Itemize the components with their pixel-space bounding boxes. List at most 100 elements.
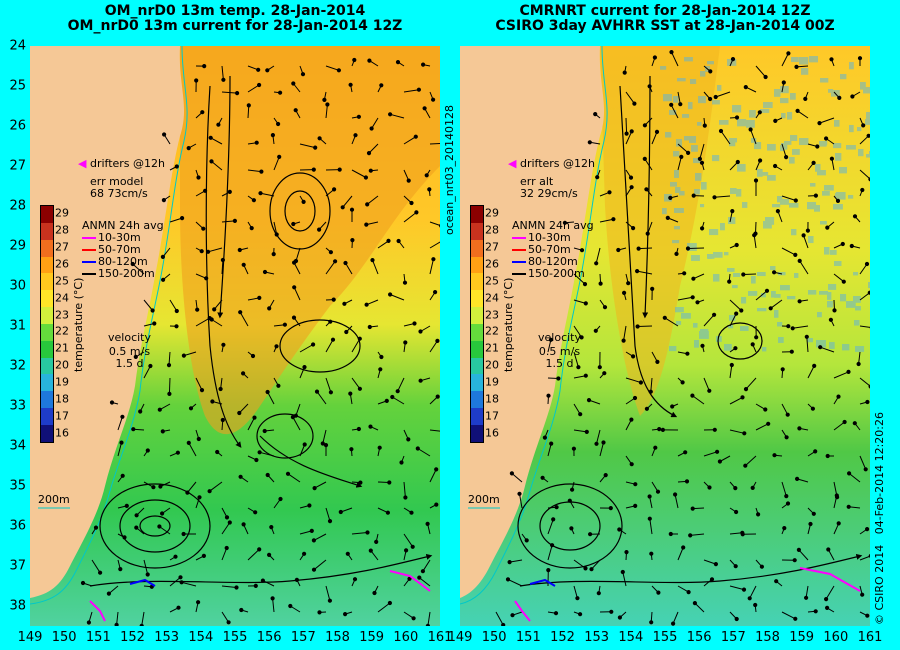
cloud-pixel	[694, 189, 700, 195]
velocity-vector-head	[801, 233, 806, 238]
longitude-tick-label: 152	[550, 630, 575, 645]
left-map-panel	[30, 46, 440, 626]
velocity-vector	[429, 429, 440, 432]
velocity-vector-head	[157, 524, 162, 529]
velocity-vector-head	[803, 96, 808, 102]
colorbar-tick-label: 27	[485, 240, 499, 254]
anmn-title: ANMN 24h avg	[82, 219, 164, 232]
left-contour-label: 200m	[38, 493, 70, 506]
velocity-vector-head	[509, 471, 515, 476]
colorbar-segment	[41, 424, 53, 442]
velocity-vector-head	[267, 306, 272, 311]
velocity-vector-head	[176, 605, 181, 610]
velocity-vector-head	[276, 121, 281, 127]
velocity-vector	[573, 325, 583, 338]
cloud-pixel	[771, 291, 776, 298]
cloud-pixel	[719, 120, 729, 125]
velocity-vector-head	[622, 70, 627, 75]
velocity-vector-head	[813, 193, 818, 198]
velocity-vector-head	[616, 247, 621, 253]
cloud-pixel	[767, 175, 776, 181]
velocity-vector-head	[756, 512, 761, 517]
velocity-vector	[273, 156, 280, 171]
velocity-vector-head	[274, 344, 279, 349]
colorbar-tick-label: 25	[485, 274, 499, 288]
velocity-vector-head	[418, 329, 423, 334]
velocity-vector-head	[425, 521, 430, 526]
velocity-vector-head	[348, 82, 353, 87]
velocity-vector	[207, 247, 223, 253]
velocity-vector-head	[712, 427, 717, 432]
velocity-vector-head	[434, 467, 439, 472]
cloud-pixel	[820, 78, 829, 83]
cloud-pixel	[762, 347, 767, 352]
velocity-speed: 0.5 m/s	[108, 345, 151, 358]
longitude-tick-label: 153	[154, 630, 180, 645]
velocity-vector-head	[396, 238, 401, 244]
velocity-vector	[798, 549, 809, 561]
velocity-vector-head	[131, 427, 136, 432]
cloud-pixel	[720, 223, 725, 231]
cloud-pixel	[737, 164, 746, 172]
velocity-vector-head	[763, 74, 768, 80]
velocity-vector	[239, 311, 249, 327]
velocity-vector-head	[571, 446, 577, 451]
longitude-tick-label: 150	[51, 630, 77, 645]
cloud-pixel	[853, 296, 861, 303]
velocity-vector	[366, 195, 379, 205]
velocity-vector-head	[811, 511, 816, 516]
drifter-track	[529, 578, 556, 587]
velocity-vector	[389, 113, 405, 119]
velocity-vector-head	[825, 453, 830, 459]
velocity-vector-head	[338, 509, 343, 515]
colorbar-segment	[471, 206, 483, 223]
velocity-vector-head	[702, 123, 707, 128]
velocity-vector-head	[700, 226, 705, 231]
latitude-tick-label: 34	[9, 438, 26, 454]
velocity-vector-head	[797, 426, 802, 431]
velocity-vector-head	[617, 615, 622, 620]
velocity-vector-head	[416, 87, 421, 92]
velocity-vector-head	[793, 252, 798, 257]
velocity-vector	[749, 585, 757, 599]
velocity-vector-head	[546, 568, 551, 573]
velocity-vector-head	[622, 290, 627, 295]
velocity-vector	[547, 443, 552, 457]
cloud-pixel	[676, 321, 682, 325]
credit-text: © CSIRO 2014	[873, 544, 886, 625]
velocity-vector-head	[349, 447, 354, 452]
cloud-pixel	[790, 135, 798, 141]
velocity-vector	[803, 235, 809, 249]
velocity-vector-head	[794, 64, 799, 69]
velocity-vector-head	[684, 479, 690, 484]
velocity-vector-head	[594, 261, 599, 266]
cloud-pixel	[841, 167, 846, 171]
velocity-vector	[351, 169, 367, 178]
colorbar-segment	[471, 374, 483, 392]
colorbar-tick-label: 28	[55, 223, 69, 237]
velocity-vector-head	[860, 592, 865, 597]
velocity-vector-head	[631, 226, 636, 231]
velocity-vector-head	[195, 307, 200, 312]
velocity-vector	[573, 273, 586, 285]
colorbar-tick-label: 22	[485, 324, 499, 338]
velocity-vector-head	[325, 102, 330, 107]
velocity-vector-head	[262, 428, 267, 434]
velocity-vector-head	[201, 226, 206, 231]
velocity-vector-head	[712, 195, 717, 200]
velocity-vector	[781, 481, 787, 497]
velocity-vector	[743, 273, 757, 275]
velocity-vector-head	[212, 307, 217, 312]
velocity-vector	[703, 377, 710, 391]
velocity-vector-head	[808, 521, 813, 527]
velocity-vector-head	[587, 140, 592, 145]
velocity-vector-head	[291, 315, 297, 320]
velocity-vector-head	[148, 363, 153, 369]
colorbar-segment	[41, 307, 53, 324]
velocity-vector-head	[782, 526, 787, 531]
velocity-vector-head	[680, 380, 685, 385]
velocity-vector-head	[312, 486, 317, 491]
velocity-vector-head	[632, 101, 637, 106]
colorbar-segment	[41, 374, 53, 392]
velocity-speed: 0.5 m/s	[538, 345, 581, 358]
